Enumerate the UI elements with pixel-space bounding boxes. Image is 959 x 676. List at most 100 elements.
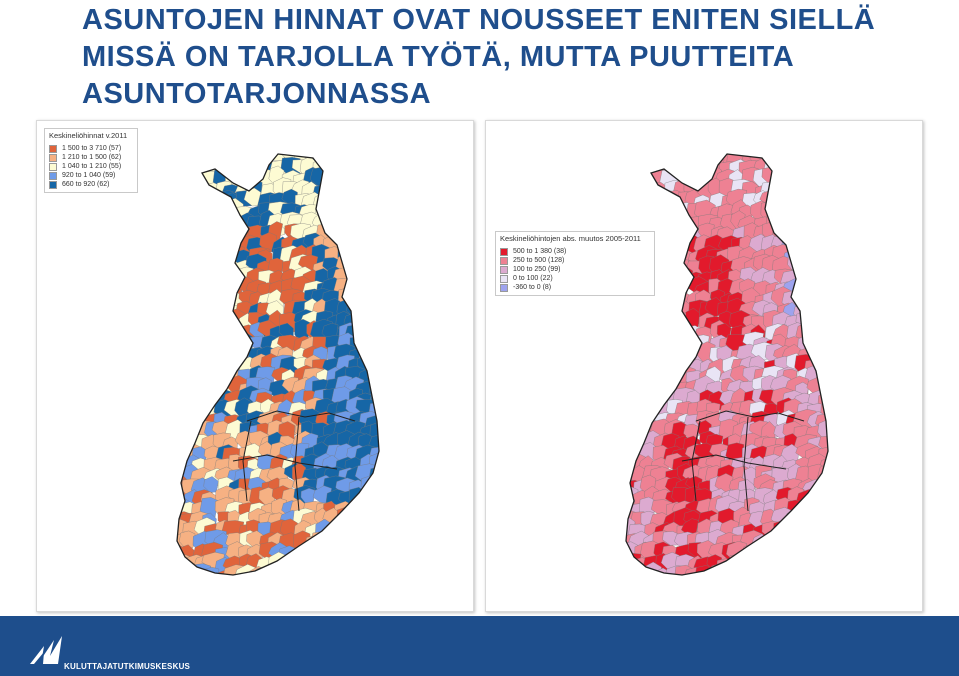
municipality-cell xyxy=(804,542,823,559)
municipality-cell xyxy=(643,578,657,597)
municipality-cell xyxy=(825,167,828,188)
municipality-cell xyxy=(626,453,636,474)
municipality-cell xyxy=(325,553,347,573)
municipality-cell xyxy=(643,367,666,388)
municipality-cell xyxy=(177,380,189,405)
municipality-cell xyxy=(626,564,643,575)
municipality-cell xyxy=(631,411,653,428)
legend-item: 1 500 to 3 710 (57) xyxy=(49,144,133,153)
municipality-cell xyxy=(193,348,216,366)
municipality-cell xyxy=(206,247,229,263)
municipality-cell xyxy=(370,269,379,292)
municipality-cell xyxy=(367,356,379,383)
municipality-cell xyxy=(192,313,210,336)
municipality-cell xyxy=(217,247,232,270)
municipality-cell xyxy=(675,156,691,178)
municipality-cell xyxy=(804,562,828,575)
municipality-cell xyxy=(821,224,828,244)
municipality-cell xyxy=(365,290,379,314)
municipality-cell xyxy=(201,358,220,376)
municipality-cell xyxy=(359,488,377,512)
legend-item: 660 to 920 (62) xyxy=(49,180,133,189)
legend-swatch xyxy=(500,265,508,274)
municipality-cell xyxy=(773,172,792,194)
municipality-cell xyxy=(194,303,211,325)
municipality-cell xyxy=(193,192,218,213)
municipality-cell xyxy=(180,575,194,595)
municipality-cell xyxy=(203,281,221,298)
municipality-cell xyxy=(381,501,405,525)
municipality-cell xyxy=(177,221,191,245)
municipality-cell xyxy=(333,532,349,551)
legend-item: 0 to 100 (22) xyxy=(500,274,650,283)
municipality-cell xyxy=(666,280,685,299)
municipality-cell xyxy=(368,348,379,373)
municipality-cell xyxy=(212,346,231,370)
legend-item: 1 210 to 1 500 (62) xyxy=(49,153,133,162)
municipality-cell xyxy=(179,414,199,435)
municipality-cell xyxy=(184,315,207,336)
municipality-cell xyxy=(378,334,379,356)
municipality-cell xyxy=(784,158,805,182)
municipality-cell xyxy=(177,212,188,232)
municipality-cell xyxy=(365,212,379,238)
municipality-cell xyxy=(202,300,224,320)
municipality-cell xyxy=(829,553,850,572)
municipality-cell xyxy=(793,518,811,538)
municipality-cell xyxy=(356,564,374,575)
municipality-cell xyxy=(376,508,379,528)
municipality-cell xyxy=(177,309,185,333)
municipality-cell xyxy=(649,356,671,374)
municipality-cell xyxy=(818,324,828,347)
municipality-cell xyxy=(815,298,828,321)
municipality-cell xyxy=(651,223,674,247)
municipality-cell xyxy=(379,158,398,182)
municipality-cell xyxy=(181,301,204,324)
municipality-cell xyxy=(807,514,824,532)
municipality-cell xyxy=(193,380,213,399)
municipality-cell xyxy=(337,182,361,204)
municipality-cell xyxy=(194,245,211,270)
municipality-cell xyxy=(829,236,848,257)
municipality-cell xyxy=(638,183,658,205)
municipality-cell xyxy=(774,201,793,224)
municipality-cell xyxy=(380,469,400,485)
municipality-cell xyxy=(226,154,247,170)
municipality-cell xyxy=(830,510,851,533)
municipality-cell xyxy=(641,376,664,398)
municipality-cell xyxy=(367,199,379,220)
municipality-cell xyxy=(794,212,812,236)
municipality-cell xyxy=(820,279,828,298)
municipality-cell xyxy=(816,189,828,210)
municipality-cell xyxy=(631,376,651,399)
municipality-cell xyxy=(819,258,828,275)
municipality-cell xyxy=(814,353,828,376)
municipality-cell xyxy=(664,334,688,353)
municipality-cell xyxy=(804,499,821,520)
municipality-cell xyxy=(796,154,816,164)
municipality-cell xyxy=(177,399,184,417)
municipality-cell xyxy=(829,257,850,274)
municipality-cell xyxy=(651,326,672,344)
municipality-cell xyxy=(359,177,379,196)
municipality-cell xyxy=(189,279,210,301)
municipality-cell xyxy=(741,577,757,598)
legend-item: 100 to 250 (99) xyxy=(500,265,650,274)
municipality-cell xyxy=(764,577,781,600)
municipality-cell xyxy=(814,199,828,223)
legend-item: 250 to 500 (128) xyxy=(500,256,650,265)
municipality-cell xyxy=(784,532,807,550)
municipality-cell xyxy=(626,398,639,421)
legend-price-2011: Keskineliöhinnat v.2011 1 500 to 3 710 (… xyxy=(44,128,138,193)
municipality-cell xyxy=(179,530,196,551)
municipality-cell xyxy=(832,436,848,459)
municipality-cell xyxy=(662,321,684,343)
municipality-cell xyxy=(344,552,367,575)
municipality-cell xyxy=(640,201,660,223)
municipality-cell xyxy=(357,299,375,322)
municipality-cell xyxy=(381,258,399,279)
municipality-cell xyxy=(183,247,203,268)
municipality-cell xyxy=(686,158,702,177)
municipality-cell xyxy=(773,520,791,544)
municipality-cell xyxy=(334,159,352,184)
